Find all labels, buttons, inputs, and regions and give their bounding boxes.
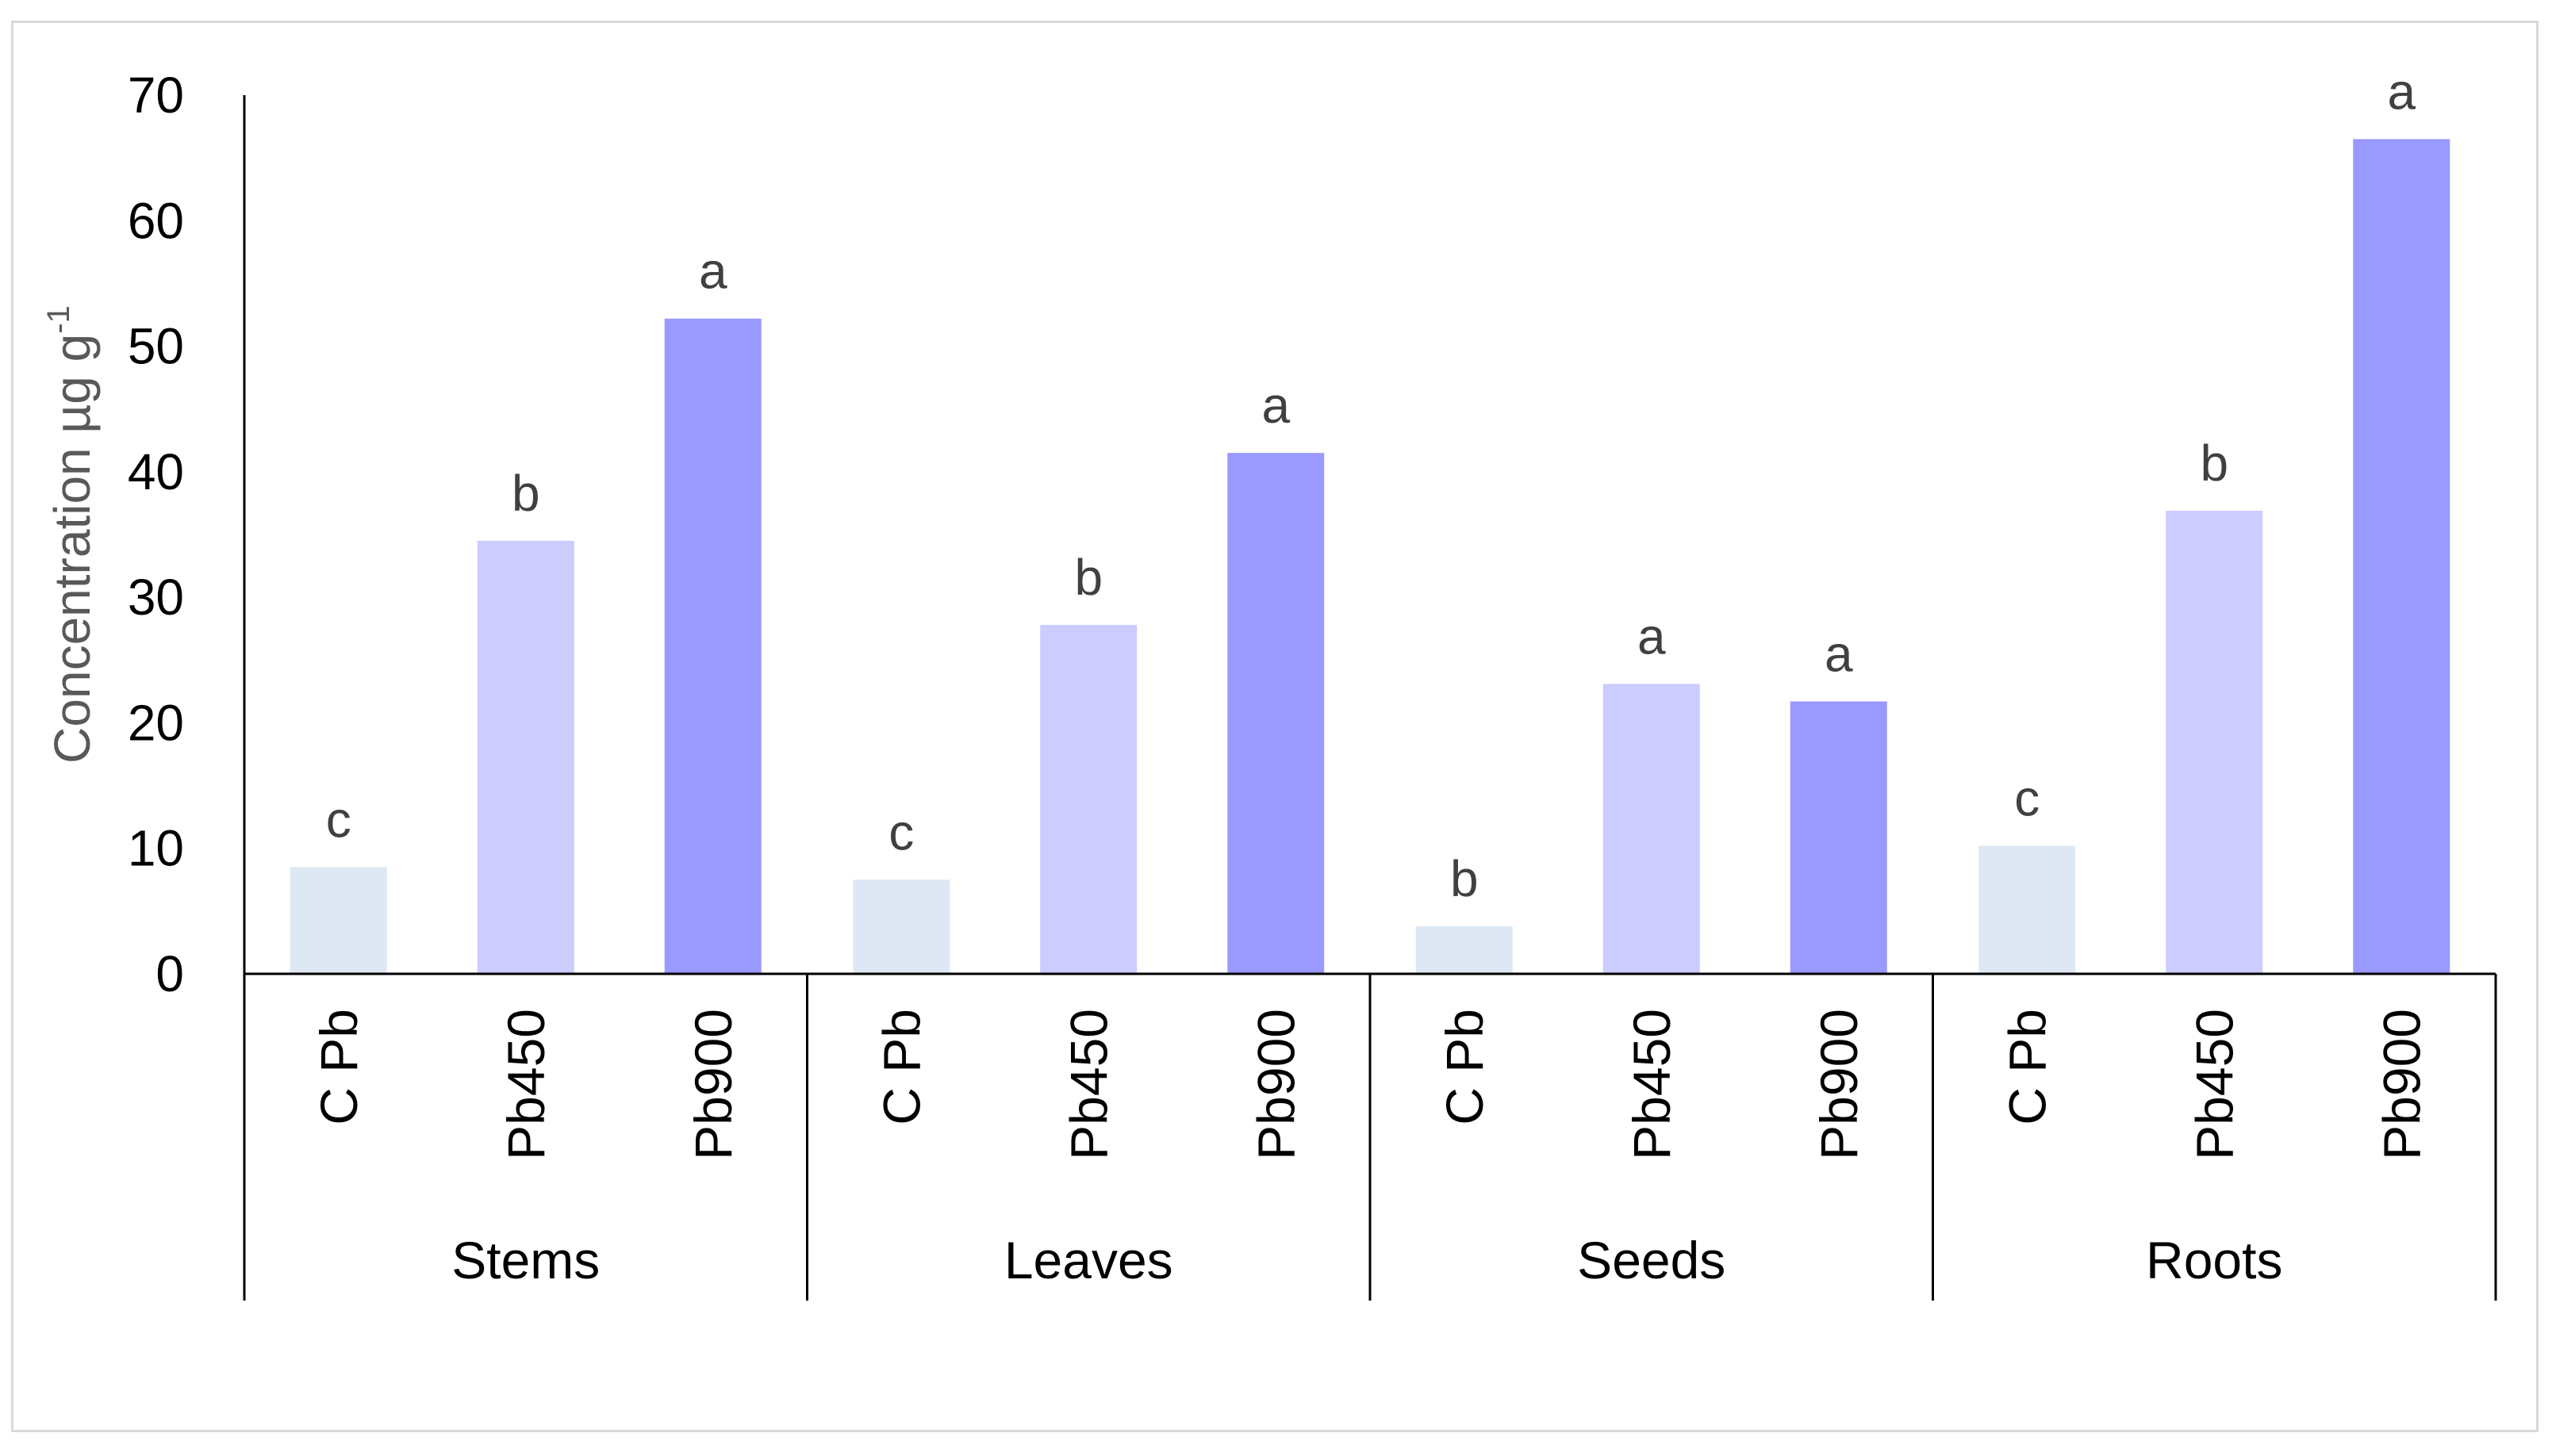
bar-seeds-pb450 <box>1602 684 1700 974</box>
group-label-seeds: Seeds <box>1577 1231 1725 1289</box>
bar-letter-labels: c b a c b a b a a c b a <box>326 63 2416 906</box>
bar-letter-label: a <box>1825 626 1853 683</box>
y-tick-label: 10 <box>128 820 184 877</box>
bar-letter-label: b <box>2200 435 2228 492</box>
y-tick-label: 70 <box>128 67 184 124</box>
bar-letter-label: a <box>2387 63 2416 120</box>
x-tick-label: Pb450 <box>1622 1009 1681 1160</box>
y-axis-title-superscript: -1 <box>41 305 76 334</box>
x-tick-label: C Pb <box>1997 1009 2056 1125</box>
x-tick-label: Pb450 <box>2185 1009 2243 1160</box>
bar-letter-label: c <box>326 791 351 848</box>
group-label-leaves: Leaves <box>1004 1231 1173 1289</box>
bar-seeds-cpb <box>1415 925 1513 974</box>
y-axis: 0 10 20 30 40 50 60 70 <box>128 67 246 1002</box>
x-tick-label: C Pb <box>1435 1009 1494 1125</box>
bar-roots-cpb <box>1978 845 2076 974</box>
bar-roots-pb450 <box>2166 510 2263 974</box>
y-tick-label: 0 <box>155 945 184 1002</box>
bar-letter-label: a <box>1261 377 1290 434</box>
bars <box>290 139 2450 975</box>
x-tick-label: C Pb <box>872 1009 931 1125</box>
x-tick-label: C Pb <box>309 1009 368 1125</box>
bar-stems-pb900 <box>664 318 762 975</box>
bar-letter-label: b <box>512 465 540 522</box>
bar-letter-label: a <box>1637 607 1666 665</box>
group-label-stems: Stems <box>451 1231 600 1289</box>
bar-letter-label: c <box>888 803 914 860</box>
bar-leaves-cpb <box>853 879 950 974</box>
x-tick-label: Pb900 <box>2372 1009 2431 1160</box>
y-tick-label: 40 <box>128 443 184 500</box>
bar-seeds-pb900 <box>1790 701 1887 974</box>
bar-letter-label: b <box>1074 549 1103 606</box>
bar-leaves-pb450 <box>1040 624 1138 974</box>
bar-roots-pb900 <box>2353 139 2450 974</box>
x-tick-label: Pb450 <box>497 1009 555 1160</box>
bar-stems-pb450 <box>477 540 574 974</box>
y-tick-label: 50 <box>128 318 184 375</box>
x-tick-label: Pb900 <box>1246 1009 1305 1160</box>
bar-letter-label: a <box>699 243 727 300</box>
bar-letter-label: b <box>1450 850 1479 907</box>
x-tick-label: Pb900 <box>1809 1009 1868 1160</box>
bar-letter-label: c <box>2014 770 2040 827</box>
x-tick-label: Pb900 <box>684 1009 743 1160</box>
y-tick-label: 30 <box>128 569 184 626</box>
group-label-roots: Roots <box>2146 1231 2282 1289</box>
y-axis-title-main: Concentration µg g <box>44 334 101 764</box>
y-axis-title: Concentration µg g-1 <box>41 305 101 764</box>
x-axis: Stems C Pb Pb450 Pb900 Leaves C Pb Pb450 Pb900 S… <box>243 972 2497 1301</box>
x-tick-label: Pb450 <box>1059 1009 1118 1160</box>
bar-leaves-pb900 <box>1227 453 1325 974</box>
y-tick-label: 20 <box>128 694 184 751</box>
bar-stems-cpb <box>290 867 387 974</box>
y-tick-label: 60 <box>128 192 184 249</box>
